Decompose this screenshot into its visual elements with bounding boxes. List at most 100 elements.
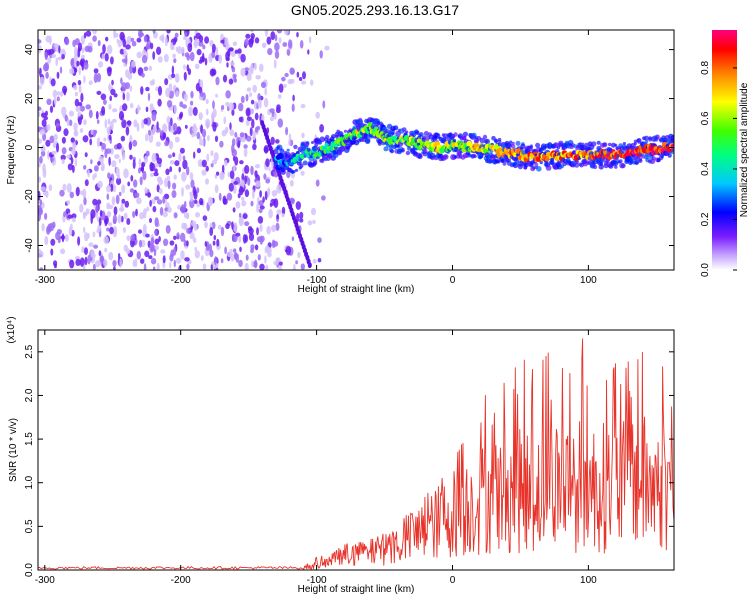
trace-halo [325, 134, 330, 140]
noise-dot [133, 179, 138, 188]
noise-dot [281, 213, 285, 218]
noise-dot [108, 204, 114, 210]
noise-dot [224, 126, 229, 134]
noise-dot [251, 260, 254, 268]
noise-dot [135, 208, 138, 217]
noise-dot [258, 200, 264, 207]
noise-dot [256, 236, 263, 243]
trace-halo [423, 131, 429, 136]
noise-dot [254, 112, 259, 121]
noise-dot [169, 160, 175, 165]
trace-halo [581, 142, 585, 146]
noise-dot [108, 251, 114, 261]
noise-dot [150, 198, 156, 205]
trace-halo [602, 142, 608, 148]
noise-dot [145, 233, 150, 238]
trace-halo [515, 140, 521, 146]
noise-dot [120, 77, 123, 85]
noise-dot [118, 111, 125, 121]
noise-dot [169, 253, 174, 262]
noise-dot [83, 75, 86, 84]
noise-dot [125, 248, 131, 255]
noise-dot [38, 176, 42, 183]
noise-dot [186, 212, 190, 220]
trace-halo [417, 153, 423, 159]
trace-halo [608, 142, 612, 147]
noise-dot [311, 207, 316, 216]
noise-dot [61, 147, 67, 155]
colorbar-tick-label: 0.8 [700, 61, 711, 75]
noise-dot [107, 118, 111, 125]
noise-dot [141, 55, 148, 64]
snr-scale-label: (x10⁴) [6, 316, 17, 343]
noise-dot [74, 91, 78, 97]
noise-dot [201, 52, 205, 63]
noise-dot [40, 186, 46, 192]
noise-dot [288, 139, 291, 146]
noise-dot [149, 42, 154, 50]
noise-dot [39, 76, 45, 86]
noise-dot [119, 48, 125, 55]
noise-dot [242, 213, 248, 220]
noise-dot [106, 211, 112, 218]
x-tick-label: -300 [35, 575, 55, 586]
noise-dot [52, 142, 56, 149]
noise-dot [117, 214, 122, 224]
trace-halo [591, 141, 597, 147]
y-tick-label: 1.5 [24, 432, 35, 446]
noise-dot [144, 155, 148, 164]
noise-dot [120, 146, 125, 153]
noise-dot [120, 215, 124, 223]
noise-dot [312, 219, 316, 224]
noise-dot [189, 51, 195, 62]
noise-dot [57, 56, 63, 61]
noise-dot [103, 259, 108, 267]
noise-dot [186, 227, 191, 234]
noise-dot [225, 101, 230, 107]
noise-dot [204, 36, 210, 44]
noise-dot [206, 153, 210, 162]
noise-dot [219, 140, 224, 148]
noise-dot [56, 71, 60, 79]
noise-dot [284, 30, 289, 36]
noise-dot [199, 91, 204, 98]
noise-dot [265, 245, 270, 253]
noise-dot [231, 144, 235, 154]
noise-dot [103, 99, 107, 105]
noise-dot [50, 248, 54, 256]
noise-dot [196, 187, 200, 194]
noise-dot [132, 210, 136, 218]
noise-dot [84, 232, 89, 242]
noise-dot [99, 209, 103, 217]
noise-dot [154, 162, 159, 168]
noise-dot [250, 99, 255, 105]
noise-dot [299, 211, 304, 219]
noise-dot [166, 175, 171, 181]
noise-dot [90, 256, 93, 262]
noise-dot [233, 181, 238, 185]
noise-dot [291, 103, 295, 113]
noise-dot [276, 184, 282, 194]
noise-dot [112, 260, 117, 267]
noise-dot [228, 47, 234, 52]
noise-dot [103, 236, 109, 245]
snr-ylabel: SNR (10 * v/v) [8, 418, 19, 482]
noise-dot [286, 170, 291, 179]
noise-dot [157, 56, 163, 63]
trace-halo [640, 154, 645, 159]
trace-halo [422, 151, 428, 157]
trace-halo [529, 144, 533, 148]
noise-dot [77, 42, 83, 52]
noise-dot [84, 45, 91, 52]
noise-dot [77, 79, 82, 86]
noise-dot [98, 250, 102, 257]
noise-dot [97, 40, 101, 47]
noise-dot [38, 111, 41, 118]
noise-dot [149, 218, 152, 223]
y-tick-label: 0.5 [24, 519, 35, 533]
noise-dot [181, 171, 187, 182]
noise-dot [125, 126, 130, 136]
noise-dot [252, 84, 257, 93]
trace-halo [505, 142, 512, 149]
noise-dot [121, 119, 127, 129]
